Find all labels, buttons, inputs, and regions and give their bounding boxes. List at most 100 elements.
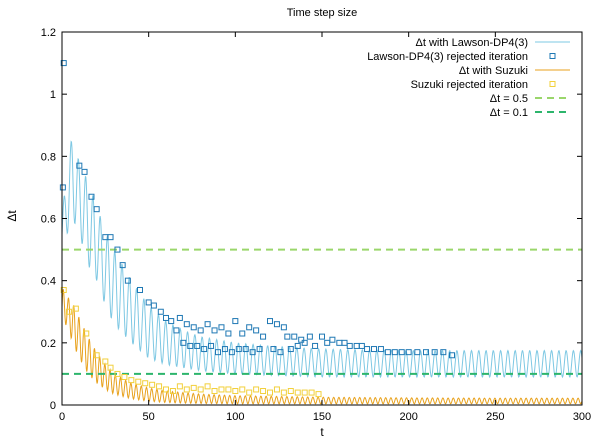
marker-lawson-dp4-3-rejected-iteration — [201, 346, 208, 353]
marker-lawson-dp4-3-rejected-iteration — [440, 349, 447, 356]
marker-lawson-dp4-3-rejected-iteration — [384, 349, 391, 356]
x-tick-label: 250 — [486, 411, 504, 423]
series-line-t-with-lawson-dp4-3 — [61, 140, 583, 379]
marker-lawson-dp4-3-rejected-iteration — [218, 324, 225, 331]
x-tick-label: 150 — [313, 411, 331, 423]
marker-suzuki-rejected-iteration — [149, 381, 156, 388]
marker-lawson-dp4-3-rejected-iteration — [256, 346, 263, 353]
marker-suzuki-rejected-iteration — [176, 383, 183, 390]
legend-label: Δt = 0.1 — [490, 107, 528, 119]
marker-lawson-dp4-3-rejected-iteration — [312, 342, 319, 349]
marker-suzuki-rejected-iteration — [308, 389, 315, 396]
marker-lawson-dp4-3-rejected-iteration — [173, 327, 180, 334]
marker-suzuki-rejected-iteration — [107, 364, 114, 371]
marker-suzuki-rejected-iteration — [60, 286, 67, 293]
marker-suzuki-rejected-iteration — [128, 377, 135, 384]
marker-lawson-dp4-3-rejected-iteration — [76, 162, 83, 169]
marker-suzuki-rejected-iteration — [83, 330, 90, 337]
marker-suzuki-rejected-iteration — [253, 386, 260, 393]
x-tick-label: 200 — [399, 411, 417, 423]
marker-lawson-dp4-3-rejected-iteration — [137, 286, 143, 293]
legend: Δt with Lawson-DP4(3) Lawson-DP4(3) rejec… — [367, 37, 570, 119]
x-tick-label: 50 — [143, 411, 155, 423]
marker-lawson-dp4-3-rejected-iteration — [150, 302, 157, 309]
y-tick-label: 0.6 — [41, 214, 56, 226]
marker-lawson-dp4-3-rejected-iteration — [371, 346, 377, 353]
marker-suzuki-rejected-iteration — [163, 386, 169, 393]
y-tick-label: 0.4 — [41, 276, 56, 288]
marker-lawson-dp4-3-rejected-iteration — [176, 314, 183, 321]
marker-suzuki-rejected-iteration — [93, 352, 100, 359]
legend-entry: Δt = 0.5 — [490, 93, 570, 105]
marker-suzuki-rejected-iteration — [121, 374, 128, 381]
legend-entry: Δt = 0.1 — [490, 107, 570, 119]
y-tick-label: 1 — [50, 89, 56, 101]
legend-swatch-marker — [549, 81, 556, 87]
marker-lawson-dp4-3-rejected-iteration — [190, 324, 197, 331]
marker-lawson-dp4-3-rejected-iteration — [319, 333, 325, 340]
marker-lawson-dp4-3-rejected-iteration — [235, 346, 242, 353]
marker-lawson-dp4-3-rejected-iteration — [225, 330, 232, 337]
legend-label: Lawson-DP4(3) rejected iteration — [367, 51, 528, 63]
x-tick-label: 0 — [59, 411, 65, 423]
marker-lawson-dp4-3-rejected-iteration — [124, 277, 131, 284]
marker-lawson-dp4-3-rejected-iteration — [119, 262, 126, 269]
marker-suzuki-rejected-iteration — [225, 386, 232, 393]
x-tick-label: 300 — [573, 411, 591, 423]
y-tick-label: 0.8 — [41, 151, 56, 163]
legend-entry: Suzuki rejected iteration — [411, 79, 556, 91]
legend-label: Δt with Suzuki — [459, 65, 528, 77]
marker-suzuki-rejected-iteration — [190, 384, 197, 391]
marker-suzuki-rejected-iteration — [156, 383, 163, 390]
legend-label: Δt = 0.5 — [490, 93, 528, 105]
y-tick-label: 0 — [50, 400, 56, 412]
axes: 0 50 100 150 200 250 300 0 0.2 0.4 0.6 0.8 1 1.2 — [41, 27, 591, 423]
marker-lawson-dp4-3-rejected-iteration — [358, 342, 365, 349]
marker-lawson-dp4-3-rejected-iteration — [341, 339, 348, 346]
marker-lawson-dp4-3-rejected-iteration — [93, 206, 100, 213]
marker-lawson-dp4-3-rejected-iteration — [336, 339, 343, 346]
marker-suzuki-rejected-iteration — [287, 388, 294, 395]
marker-lawson-dp4-3-rejected-iteration — [187, 342, 194, 349]
marker-lawson-dp4-3-rejected-iteration — [306, 333, 313, 340]
marker-lawson-dp4-3-rejected-iteration — [298, 336, 305, 343]
marker-lawson-dp4-3-rejected-iteration — [398, 349, 405, 356]
legend-swatch-marker — [549, 53, 556, 59]
marker-lawson-dp4-3-rejected-iteration — [194, 342, 201, 349]
marker-lawson-dp4-3-rejected-iteration — [183, 321, 190, 328]
marker-lawson-dp4-3-rejected-iteration — [405, 349, 412, 356]
marker-lawson-dp4-3-rejected-iteration — [377, 346, 384, 353]
marker-lawson-dp4-3-rejected-iteration — [364, 346, 371, 353]
marker-lawson-dp4-3-rejected-iteration — [81, 168, 88, 175]
marker-suzuki-rejected-iteration — [197, 386, 204, 393]
marker-lawson-dp4-3-rejected-iteration — [242, 346, 249, 353]
marker-lawson-dp4-3-rejected-iteration — [232, 318, 239, 325]
marker-suzuki-rejected-iteration — [280, 389, 287, 396]
marker-lawson-dp4-3-rejected-iteration — [280, 324, 287, 331]
marker-suzuki-rejected-iteration — [142, 380, 149, 387]
marker-lawson-dp4-3-rejected-iteration — [431, 349, 438, 356]
marker-lawson-dp4-3-rejected-iteration — [346, 342, 353, 349]
marker-lawson-dp4-3-rejected-iteration — [239, 330, 246, 337]
marker-lawson-dp4-3-rejected-iteration — [208, 342, 215, 349]
marker-suzuki-rejected-iteration — [239, 386, 246, 393]
marker-suzuki-rejected-iteration — [267, 389, 273, 396]
marker-lawson-dp4-3-rejected-iteration — [114, 246, 121, 253]
legend-entry: Δt with Suzuki — [459, 65, 570, 77]
marker-lawson-dp4-3-rejected-iteration — [301, 339, 308, 346]
marker-suzuki-rejected-iteration — [169, 388, 176, 395]
marker-lawson-dp4-3-rejected-iteration — [249, 349, 256, 356]
marker-lawson-dp4-3-rejected-iteration — [294, 342, 301, 349]
marker-suzuki-rejected-iteration — [211, 388, 218, 395]
marker-lawson-dp4-3-rejected-iteration — [423, 349, 429, 356]
marker-suzuki-rejected-iteration — [102, 358, 109, 365]
marker-lawson-dp4-3-rejected-iteration — [267, 318, 273, 325]
marker-suzuki-rejected-iteration — [135, 378, 142, 385]
marker-suzuki-rejected-iteration — [232, 388, 239, 395]
marker-suzuki-rejected-iteration — [183, 386, 190, 393]
marker-suzuki-rejected-iteration — [273, 386, 280, 393]
marker-lawson-dp4-3-rejected-iteration — [59, 184, 66, 191]
marker-suzuki-rejected-iteration — [65, 308, 72, 315]
marker-lawson-dp4-3-rejected-iteration — [353, 342, 360, 349]
